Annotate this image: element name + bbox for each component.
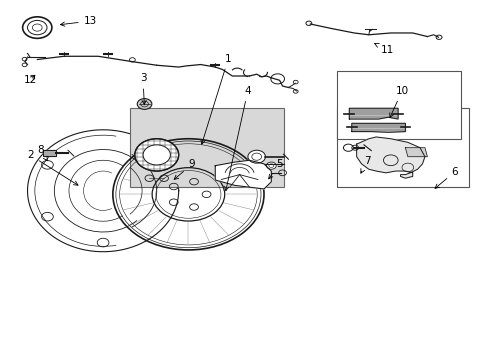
Circle shape — [143, 145, 170, 165]
Text: 11: 11 — [374, 44, 393, 55]
Polygon shape — [348, 108, 397, 119]
Text: 1: 1 — [201, 54, 231, 144]
Circle shape — [137, 99, 152, 109]
Text: 10: 10 — [389, 86, 408, 117]
Text: 3: 3 — [140, 73, 146, 104]
Polygon shape — [351, 123, 405, 132]
Circle shape — [266, 162, 276, 169]
Circle shape — [247, 150, 265, 163]
Circle shape — [343, 144, 352, 151]
Text: 2: 2 — [27, 150, 78, 185]
Text: 4: 4 — [224, 86, 251, 191]
Text: 12: 12 — [24, 75, 37, 85]
Text: 6: 6 — [434, 167, 457, 188]
Polygon shape — [42, 150, 56, 156]
Text: 8: 8 — [37, 145, 47, 161]
Circle shape — [135, 139, 178, 171]
Text: 7: 7 — [360, 156, 370, 173]
Text: 13: 13 — [61, 16, 97, 26]
Text: 9: 9 — [174, 159, 195, 179]
Polygon shape — [405, 148, 427, 157]
Bar — [336, 108, 468, 187]
Bar — [130, 108, 283, 187]
Polygon shape — [356, 137, 424, 178]
Bar — [336, 71, 461, 139]
Polygon shape — [215, 160, 271, 189]
Text: 5: 5 — [268, 159, 282, 179]
